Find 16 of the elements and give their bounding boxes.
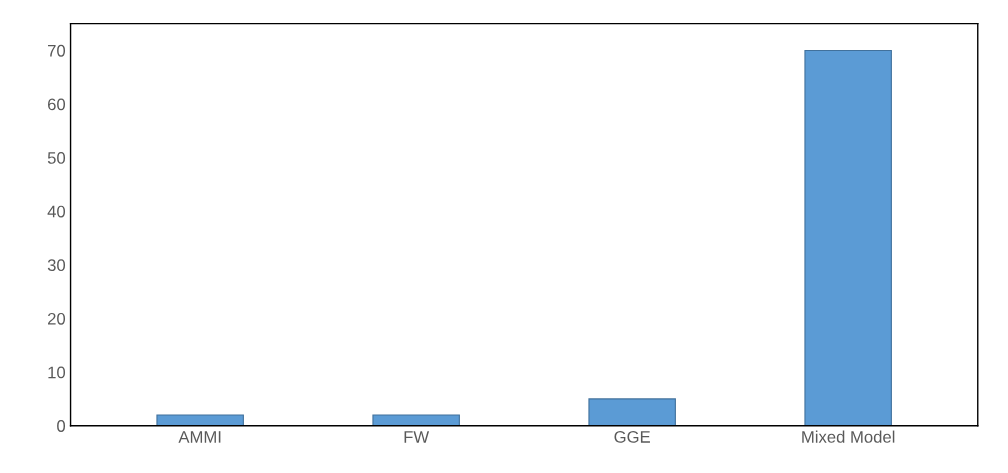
x-tick-label: Mixed Model — [802, 430, 895, 443]
x-tick-label: FW — [404, 431, 430, 443]
bar — [588, 398, 676, 426]
y-tick-label: 70 — [48, 44, 66, 57]
y-tick-label: 10 — [48, 366, 66, 379]
x-tick-label: AMMI — [178, 431, 221, 443]
bar — [156, 414, 244, 426]
x-tick-label: GGE — [614, 431, 650, 443]
y-tick-label: 40 — [47, 205, 66, 218]
y-tick-label: 0 — [57, 420, 66, 432]
y-tick-label: 20 — [48, 312, 66, 325]
bar — [372, 414, 460, 426]
y-tick-label: 50 — [47, 152, 66, 164]
y-tick-label: 30 — [47, 259, 66, 272]
y-tick-label: 60 — [48, 98, 66, 111]
bar — [804, 49, 892, 426]
